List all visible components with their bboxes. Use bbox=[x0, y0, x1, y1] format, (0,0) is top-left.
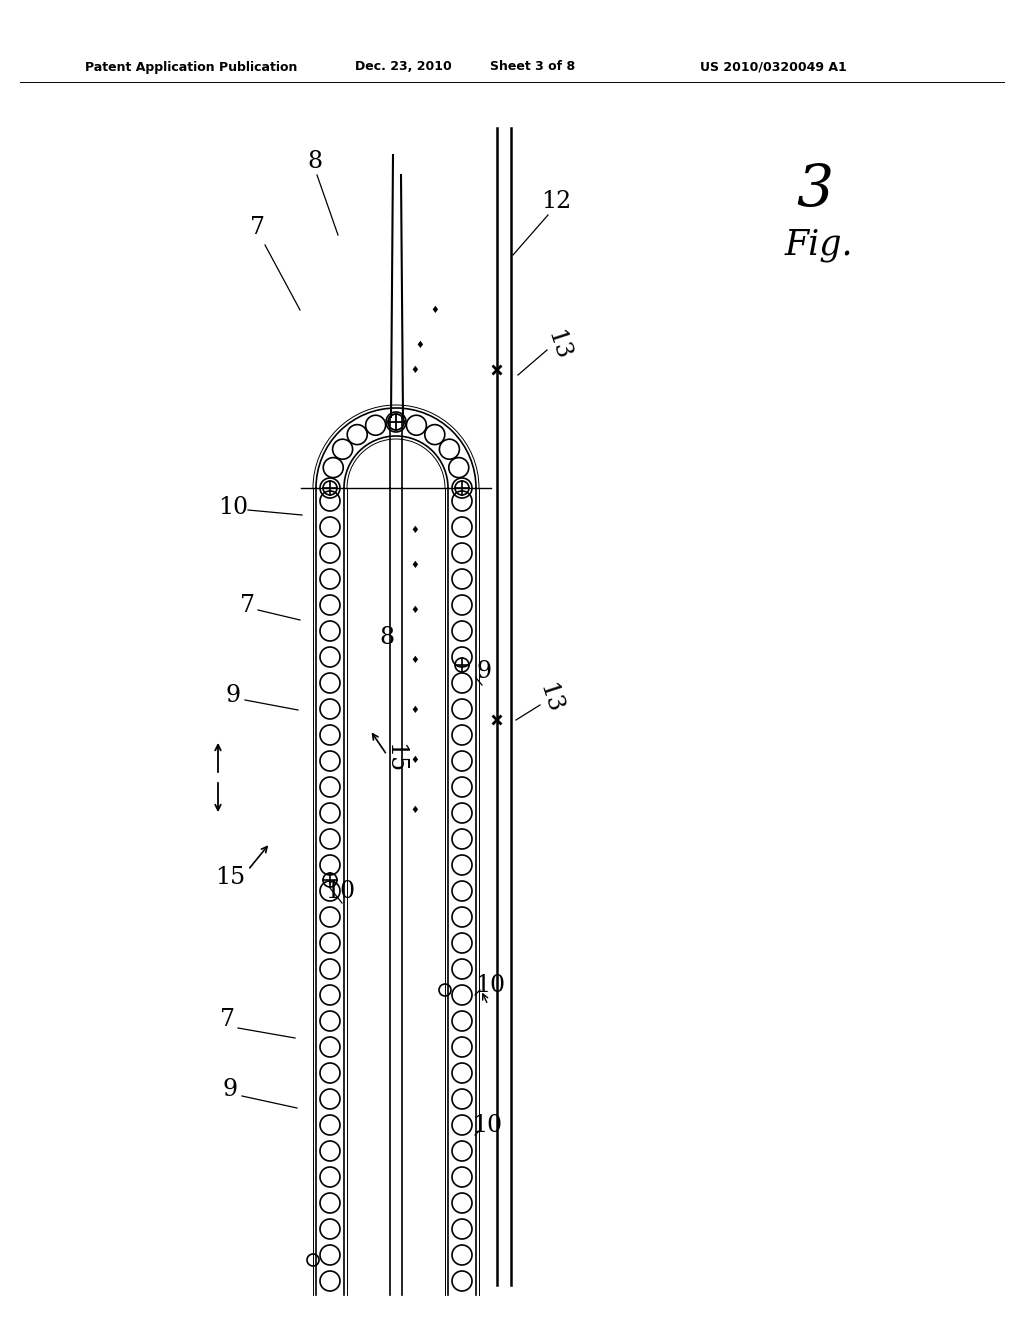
Text: 15: 15 bbox=[215, 866, 245, 890]
Text: 10: 10 bbox=[218, 496, 248, 520]
Text: Sheet 3 of 8: Sheet 3 of 8 bbox=[490, 61, 575, 74]
Text: 3: 3 bbox=[797, 162, 834, 218]
Text: 13: 13 bbox=[543, 327, 573, 363]
Text: 15: 15 bbox=[384, 743, 407, 774]
Text: Patent Application Publication: Patent Application Publication bbox=[85, 61, 297, 74]
Text: ♦: ♦ bbox=[411, 805, 420, 814]
Text: ♦: ♦ bbox=[411, 560, 420, 570]
Text: 10: 10 bbox=[325, 880, 355, 903]
Text: 8: 8 bbox=[380, 627, 394, 649]
Text: 9: 9 bbox=[225, 684, 241, 706]
Text: 12: 12 bbox=[541, 190, 571, 214]
Text: ♦: ♦ bbox=[411, 705, 420, 715]
Text: 7: 7 bbox=[241, 594, 256, 616]
Text: 13: 13 bbox=[535, 680, 565, 715]
Text: 7: 7 bbox=[220, 1008, 236, 1031]
Text: ♦: ♦ bbox=[411, 366, 420, 375]
Text: ♦: ♦ bbox=[411, 655, 420, 665]
Text: Dec. 23, 2010: Dec. 23, 2010 bbox=[355, 61, 452, 74]
Text: US 2010/0320049 A1: US 2010/0320049 A1 bbox=[700, 61, 847, 74]
Text: 8: 8 bbox=[307, 150, 323, 173]
Text: ♦: ♦ bbox=[411, 605, 420, 615]
Text: ♦: ♦ bbox=[411, 755, 420, 766]
Text: ♦: ♦ bbox=[411, 525, 420, 535]
Text: 9: 9 bbox=[222, 1078, 238, 1101]
Text: 10: 10 bbox=[475, 974, 505, 997]
Text: Fig.: Fig. bbox=[785, 228, 853, 261]
Text: ♦: ♦ bbox=[416, 341, 424, 350]
Text: 7: 7 bbox=[250, 216, 264, 239]
Text: 9: 9 bbox=[476, 660, 492, 684]
Text: ♦: ♦ bbox=[431, 305, 439, 315]
Text: 10: 10 bbox=[472, 1114, 502, 1137]
